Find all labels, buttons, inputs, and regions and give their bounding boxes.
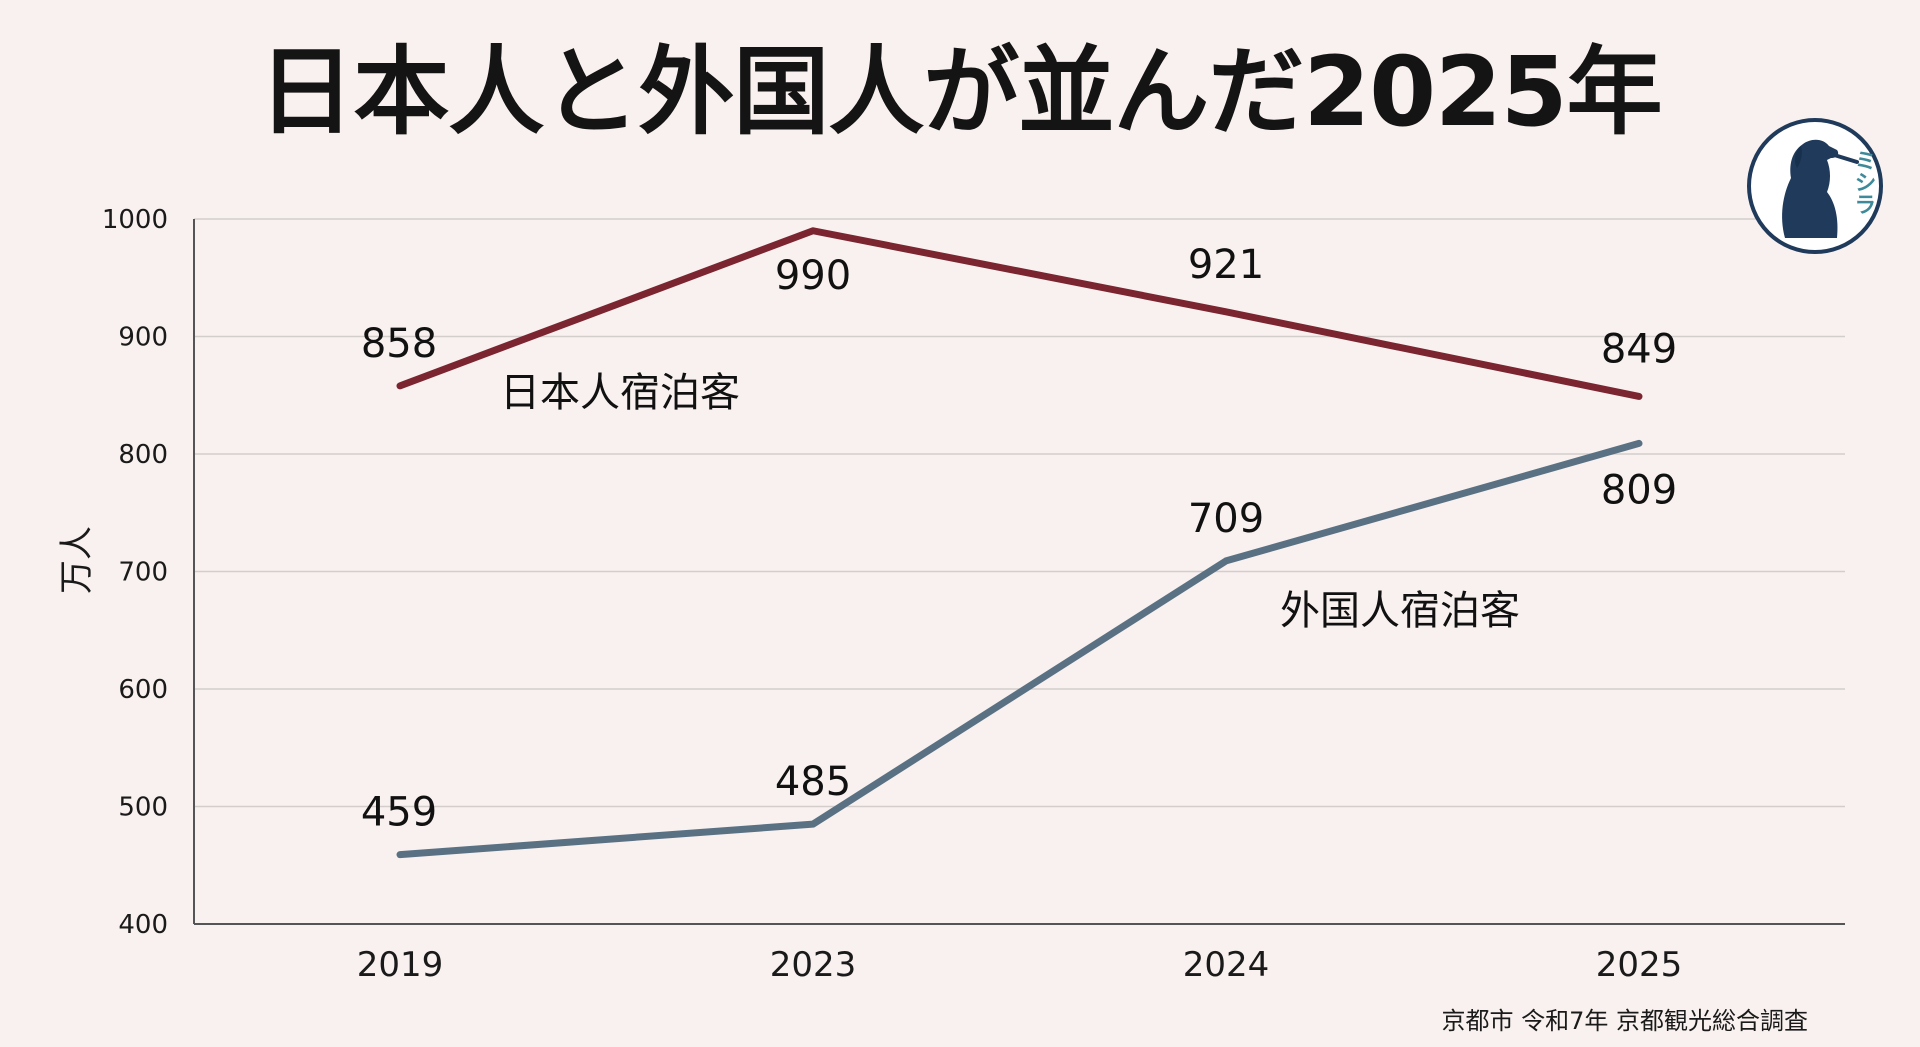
- y-axis-label: 万人: [57, 526, 97, 594]
- axes: [193, 219, 1845, 925]
- data-label: 990: [775, 253, 851, 299]
- data-label: 485: [775, 759, 851, 805]
- series-line-0: [396, 227, 1643, 400]
- y-tick-label: 400: [118, 910, 168, 940]
- dog-logo-icon: ミシラ: [1747, 118, 1883, 254]
- data-labels: 858 990 921 849 459 485 709 809: [361, 242, 1677, 836]
- y-tick-label: 900: [118, 323, 168, 353]
- series-line-1: [396, 439, 1643, 859]
- y-tick-label: 600: [118, 675, 168, 705]
- y-tick-label: 700: [118, 558, 168, 588]
- y-tick-label: 500: [118, 793, 168, 823]
- grid-lines: [194, 218, 1845, 808]
- chart-title: 日本人と外国人が並んだ2025年: [258, 36, 1662, 148]
- y-tick-label: 800: [118, 440, 168, 470]
- data-label: 709: [1188, 496, 1264, 542]
- data-label: 858: [361, 321, 437, 367]
- x-tick-labels: 2019 2023 2024 2025: [357, 945, 1683, 985]
- y-tick-labels: 400 500 600 700 800 900 1000: [102, 205, 168, 940]
- x-tick-label: 2019: [357, 945, 444, 985]
- data-label: 849: [1601, 326, 1677, 372]
- series-lines: [396, 227, 1643, 859]
- series-name-label: 日本人宿泊客: [500, 370, 740, 416]
- logo-text: ミシラ: [1851, 149, 1876, 215]
- data-label: 459: [361, 790, 437, 836]
- x-tick-label: 2024: [1183, 945, 1270, 985]
- data-label: 809: [1601, 467, 1677, 513]
- x-tick-label: 2023: [770, 945, 857, 985]
- y-tick-label: 1000: [102, 205, 168, 235]
- series-name-label: 外国人宿泊客: [1280, 588, 1520, 634]
- data-label: 921: [1188, 242, 1264, 288]
- x-tick-label: 2025: [1596, 945, 1683, 985]
- source-note: 京都市 令和7年 京都観光総合調査: [1441, 1007, 1808, 1035]
